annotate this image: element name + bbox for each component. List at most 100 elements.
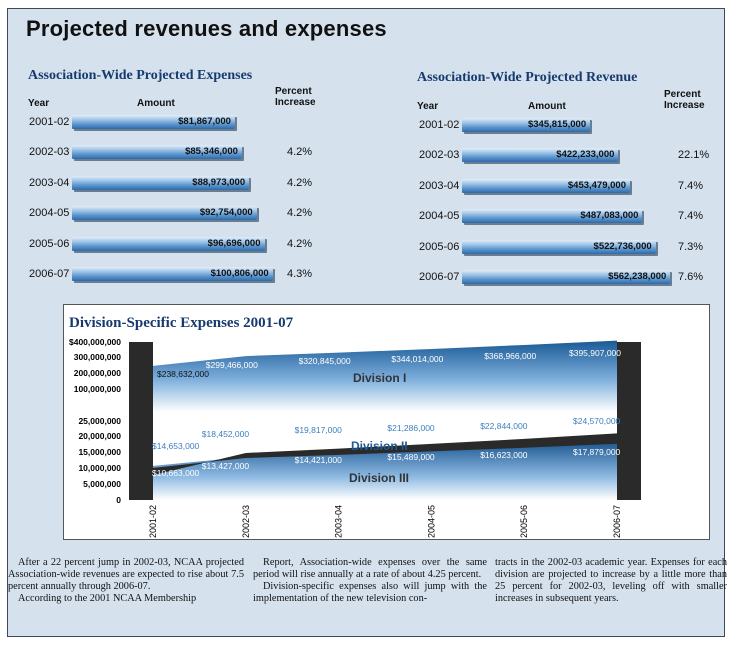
division-1-value-label: $395,907,000 [569,348,621,358]
division-band [153,433,617,476]
revenue-year-label: 2002-03 [419,149,460,162]
revenue-bar-value: $562,238,000 [608,271,667,282]
revenue-bar-value: $422,233,000 [556,149,615,161]
text-column-1: After a 22 percent jump in 2002-03, NCAA… [8,557,244,605]
y-tick-label: 100,000,000 [74,384,122,394]
x-tick-label: 2006-07 [612,505,622,538]
y-tick-label: 15,000,000 [78,447,121,457]
revenue-percent-increase: 7.4% [678,210,704,223]
x-tick-label: 2003-04 [334,505,344,538]
y-tick-label: 200,000,000 [74,368,122,378]
revenue-bar-value: $522,736,000 [593,240,652,252]
division-3-value-label: $14,421,000 [295,455,343,465]
division-3-value-label: $10,663,000 [152,468,200,478]
revenue-percent-increase: 7.4% [678,179,704,192]
division-2-value-label: $21,286,000 [387,423,435,433]
revenue-amount-header: Amount [528,101,566,112]
division-1-value-label: $344,014,000 [391,354,443,364]
expenses-bar-value: $96,696,000 [207,237,261,249]
paragraph: Division-specific expenses also will jum… [253,581,487,604]
expenses-year-label: 2003-04 [29,176,70,189]
expenses-year-label: 2004-05 [29,207,70,220]
revenue-percent-header-line1: Percent [664,89,701,100]
revenue-percent-increase: 22.1% [678,149,710,162]
right-post [617,342,641,500]
expenses-percent-increase: 4.2% [287,146,313,159]
expenses-bar: $85,346,000 [72,145,242,160]
revenue-chart-title: Association-Wide Projected Revenue [417,70,638,85]
x-tick-label: 2004-05 [426,505,436,538]
revenue-year-header: Year [417,101,439,112]
revenue-bar: $487,083,000 [462,209,643,224]
revenue-bar: $345,815,000 [462,118,591,132]
x-tick-label: 2001-02 [148,505,158,538]
y-tick-label: 0 [116,495,121,505]
division-2-value-label: $18,452,000 [202,429,250,439]
division-2-name: Division II [351,439,408,453]
expenses-amount-header: Amount [137,98,175,109]
division-2-value-label: $24,570,000 [573,416,621,426]
expenses-percent-header: Percent Increase [275,86,316,108]
paragraph: Report, Association-wide expenses over t… [253,557,487,580]
text-column-3: tracts in the 2002-03 academic year. Exp… [495,557,727,605]
revenue-bar: $522,736,000 [462,239,656,254]
revenue-percent-header: Percent Increase [664,89,705,111]
paragraph: After a 22 percent jump in 2002-03, NCAA… [8,557,244,592]
expenses-percent-header-line2: Increase [275,97,316,108]
revenue-bar-value: $487,083,000 [580,210,639,222]
revenue-year-label: 2001-02 [419,119,460,131]
revenue-year-label: 2004-05 [419,210,460,223]
division-2-value-label: $19,817,000 [295,425,343,435]
division-3-value-label: $15,489,000 [387,452,435,462]
expenses-year-label: 2002-03 [29,146,70,159]
expenses-bar: $81,867,000 [72,115,235,129]
division-1-name: Division I [353,371,406,385]
expenses-bar: $92,754,000 [72,206,257,221]
division-chart-title: Division-Specific Expenses 2001-07 [69,315,294,331]
expenses-bar-value: $88,973,000 [192,176,246,188]
text-column-2: Report, Association-wide expenses over t… [253,557,487,605]
revenue-year-label: 2006-07 [419,271,460,283]
division-2-value-label: $22,844,000 [480,421,528,431]
expenses-bar-value: $100,806,000 [210,268,269,279]
expenses-bar: $100,806,000 [72,267,273,281]
expenses-year-label: 2005-06 [29,237,70,250]
y-tick-label: $400,000,000 [69,337,121,347]
revenue-bar: $562,238,000 [462,270,671,284]
division-3-value-label: $13,427,000 [202,461,250,471]
y-tick-label: 25,000,000 [78,416,121,426]
y-tick-label: 300,000,000 [74,352,122,362]
expenses-percent-increase: 4.2% [287,176,313,189]
division-1-value-label: $238,632,000 [157,369,209,379]
revenue-percent-increase: 7.3% [678,240,704,253]
y-tick-label: 20,000,000 [78,431,121,441]
x-tick-label: 2005-06 [519,505,529,538]
division-3-name: Division III [349,471,409,485]
division-3-value-label: $16,623,000 [480,450,528,460]
paragraph: tracts in the 2002-03 academic year. Exp… [495,557,727,604]
expenses-year-label: 2006-07 [29,268,70,280]
revenue-percent-header-line2: Increase [664,100,705,111]
expenses-bar-value: $92,754,000 [199,207,253,219]
expenses-bar-value: $85,346,000 [185,146,238,158]
expenses-percent-header-line1: Percent [275,86,312,97]
expenses-chart-title: Association-Wide Projected Expenses [28,68,253,83]
expenses-percent-increase: 4.3% [287,268,313,280]
division-1-value-label: $299,466,000 [206,360,258,370]
page-title: Projected revenues and expenses [26,16,387,41]
revenue-year-label: 2005-06 [419,240,460,253]
left-post [129,342,153,500]
division-1-value-label: $368,966,000 [484,351,536,361]
revenue-bar-value: $453,479,000 [567,179,626,191]
revenue-bar-value: $345,815,000 [527,119,587,130]
division-1-area [153,340,617,412]
expenses-bar: $96,696,000 [72,236,265,251]
expenses-bar: $88,973,000 [72,175,250,190]
expenses-bar-value: $81,867,000 [178,116,231,127]
expenses-year-label: 2001-02 [29,116,70,128]
paragraph: According to the 2001 NCAA Membership [18,593,197,604]
revenue-bar: $422,233,000 [462,148,619,163]
expenses-percent-increase: 4.2% [287,237,313,250]
division-3-value-label: $17,879,000 [573,447,621,457]
